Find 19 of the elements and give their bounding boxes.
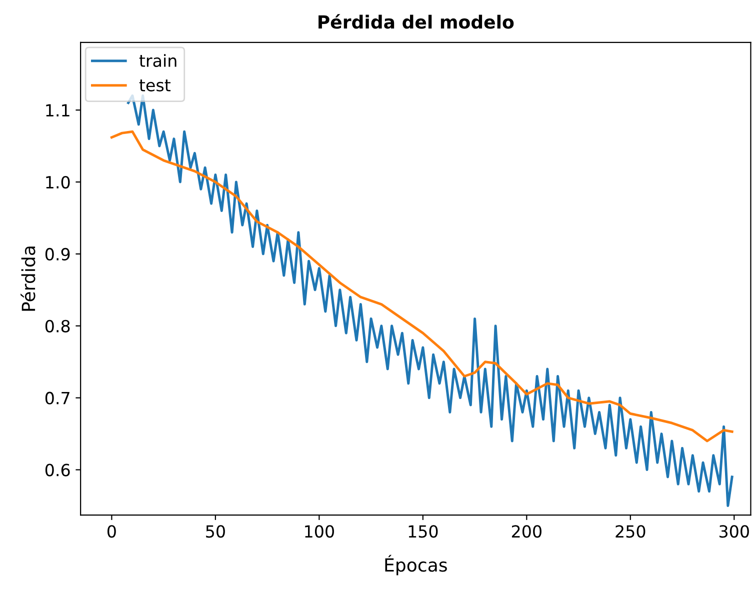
x-tick-label: 100 xyxy=(305,525,334,538)
y-axis-title: Pérdida xyxy=(20,246,36,311)
x-axis-title: Épocas xyxy=(385,554,447,576)
x-tick-label: 250 xyxy=(616,525,646,538)
chart-title: Pérdida del modelo xyxy=(318,14,514,29)
legend-label: train xyxy=(139,54,176,67)
x-tick-label: 50 xyxy=(206,525,225,538)
y-tick-label: 0.9 xyxy=(45,248,70,261)
x-tick-label: 150 xyxy=(408,525,438,538)
y-tick-label: 0.8 xyxy=(45,320,70,332)
legend-label: test xyxy=(139,80,171,92)
line-series xyxy=(110,130,734,442)
y-tick-label: 1.0 xyxy=(46,176,70,189)
x-tick-label: 200 xyxy=(512,525,542,538)
x-tick-label: 0 xyxy=(107,525,116,538)
y-tick-label: 0.6 xyxy=(45,464,70,476)
y-tick-label: 0.7 xyxy=(45,392,70,404)
x-tick-label: 300 xyxy=(720,525,749,538)
y-tick-label: 1.1 xyxy=(46,104,70,116)
